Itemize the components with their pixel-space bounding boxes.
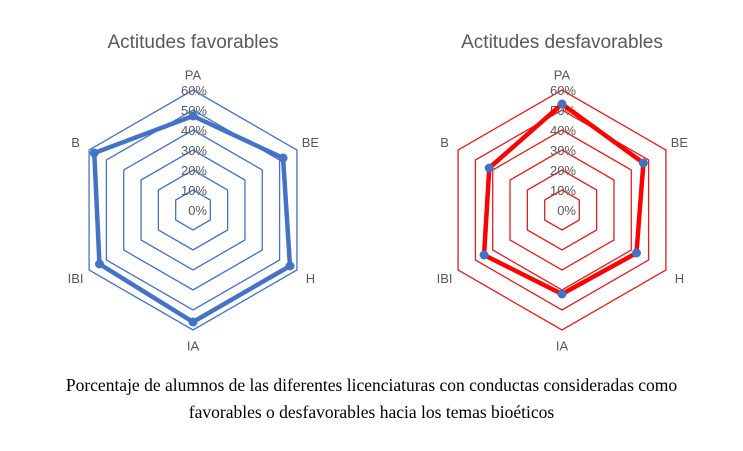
tick-label: 0%: [188, 203, 207, 218]
radar-chart-2: Actitudes desfavorables0%10%20%30%40%50%…: [437, 32, 689, 354]
data-point: [278, 153, 288, 163]
figure-caption: Porcentaje de alumnos de las diferentes …: [0, 372, 743, 426]
grid-ring: [175, 189, 211, 231]
category-label: IA: [556, 339, 569, 354]
chart-title: Actitudes favorables: [107, 32, 278, 53]
data-point: [557, 289, 567, 299]
tick-label: 50%: [181, 103, 207, 118]
radar-chart-1: Actitudes favorables 0% 10% 20% 30% 40% 50% 60%…: [68, 32, 320, 354]
grid-ring: [526, 169, 598, 251]
category-label: PA: [554, 67, 571, 82]
tick-label: 40%: [181, 123, 207, 138]
category-label: H: [675, 271, 684, 286]
tick-label: 0%: [557, 203, 576, 218]
data-point: [94, 259, 104, 269]
tick-label: 30%: [550, 143, 576, 158]
grid-ring: [140, 149, 246, 271]
tick-label: 20%: [550, 163, 576, 178]
grid-ring: [157, 169, 229, 251]
tick-label: 10%: [550, 183, 576, 198]
tick-label: 20%: [181, 163, 207, 178]
category-label: B: [71, 135, 80, 150]
category-label: IBI: [437, 271, 453, 286]
data-point: [285, 261, 295, 271]
data-point: [557, 99, 567, 109]
caption-line-1: Porcentaje de alumnos de las diferentes …: [65, 375, 678, 395]
grid-ring: [123, 129, 263, 291]
category-label: PA: [185, 67, 202, 82]
chart-title: Actitudes desfavorables: [461, 32, 663, 53]
data-point: [631, 248, 641, 258]
tick-label: 30%: [181, 143, 207, 158]
tick-label: 10%: [181, 183, 207, 198]
data-point: [479, 250, 489, 260]
data-point: [638, 158, 648, 168]
category-label: BE: [671, 135, 689, 150]
grid-ring: [544, 189, 580, 231]
category-label: H: [306, 271, 315, 286]
data-point: [89, 148, 99, 158]
caption-line-2: favorables o desfavorables hacia los tem…: [188, 402, 555, 422]
category-label: B: [440, 135, 449, 150]
grid-ring: [509, 149, 615, 271]
category-label: IBI: [68, 271, 84, 286]
category-label: BE: [302, 135, 320, 150]
tick-label: 60%: [181, 83, 207, 98]
grid-ring: [457, 89, 667, 331]
grid-ring: [474, 109, 650, 311]
category-label: IA: [187, 339, 200, 354]
data-point: [188, 111, 198, 121]
tick-label: 40%: [550, 123, 576, 138]
tick-label: 60%: [550, 83, 576, 98]
data-point: [188, 317, 198, 327]
data-point: [484, 163, 494, 173]
grid-ring: [88, 89, 298, 331]
